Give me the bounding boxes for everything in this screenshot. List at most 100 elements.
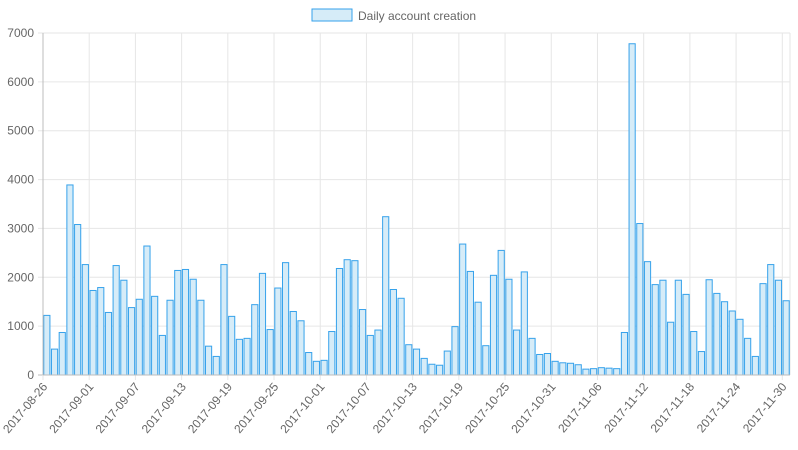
bar[interactable] xyxy=(682,293,690,376)
bar[interactable] xyxy=(728,310,736,376)
bar[interactable] xyxy=(343,259,351,376)
bar[interactable] xyxy=(58,331,66,376)
bar[interactable] xyxy=(382,216,390,376)
x-tick-label: 2017-09-13 xyxy=(139,380,189,436)
bar[interactable] xyxy=(89,289,97,376)
bar[interactable] xyxy=(81,264,89,376)
bar[interactable] xyxy=(505,278,513,376)
bar[interactable] xyxy=(66,184,74,376)
bar[interactable] xyxy=(536,353,544,376)
bar[interactable] xyxy=(204,345,213,376)
bar[interactable] xyxy=(428,363,436,376)
bar[interactable] xyxy=(605,367,613,376)
bar[interactable] xyxy=(174,269,182,376)
bar[interactable] xyxy=(50,348,59,376)
bar[interactable] xyxy=(251,304,259,376)
bar[interactable] xyxy=(143,245,151,376)
bar[interactable] xyxy=(636,223,644,376)
bar[interactable] xyxy=(597,367,605,376)
bar[interactable] xyxy=(282,262,290,376)
bar[interactable] xyxy=(228,315,236,376)
bar[interactable] xyxy=(713,292,721,376)
bar[interactable] xyxy=(305,352,313,376)
bar[interactable] xyxy=(258,272,267,376)
bar[interactable] xyxy=(289,310,297,376)
bar[interactable] xyxy=(551,360,559,376)
bar[interactable] xyxy=(628,43,636,376)
bar[interactable] xyxy=(235,338,243,376)
bar[interactable] xyxy=(335,267,344,376)
bar[interactable] xyxy=(690,331,698,376)
bar[interactable] xyxy=(520,271,528,376)
bar[interactable] xyxy=(590,368,598,376)
bar[interactable] xyxy=(405,344,413,376)
bar[interactable] xyxy=(667,321,675,376)
bar[interactable] xyxy=(243,337,251,376)
bar[interactable] xyxy=(744,337,752,376)
bar[interactable] xyxy=(420,357,428,376)
bar[interactable] xyxy=(43,314,51,376)
bar[interactable] xyxy=(112,265,120,376)
bar[interactable] xyxy=(451,326,459,376)
bar[interactable] xyxy=(474,301,482,376)
bar[interactable] xyxy=(374,329,382,376)
bar[interactable] xyxy=(459,243,467,376)
bar[interactable] xyxy=(774,279,783,376)
bar[interactable] xyxy=(566,362,575,376)
bar[interactable] xyxy=(158,334,166,376)
bar[interactable] xyxy=(705,279,713,376)
bar[interactable] xyxy=(574,364,582,376)
bar[interactable] xyxy=(351,260,359,376)
bar[interactable] xyxy=(513,329,521,376)
bar[interactable] xyxy=(366,334,374,376)
bar[interactable] xyxy=(212,355,220,376)
bar[interactable] xyxy=(720,301,729,376)
bar[interactable] xyxy=(166,299,174,376)
bar[interactable] xyxy=(543,353,552,376)
bar[interactable] xyxy=(104,311,113,376)
bar[interactable] xyxy=(528,337,536,376)
bar[interactable] xyxy=(320,359,328,376)
bar[interactable] xyxy=(466,270,474,376)
bar[interactable] xyxy=(135,298,143,376)
bar[interactable] xyxy=(120,279,128,376)
bar[interactable] xyxy=(197,299,205,376)
bar[interactable] xyxy=(389,289,397,376)
bar[interactable] xyxy=(697,351,706,376)
bar[interactable] xyxy=(297,320,305,376)
bar[interactable] xyxy=(559,362,567,376)
bar[interactable] xyxy=(497,249,505,376)
bar[interactable] xyxy=(266,329,274,376)
bar[interactable] xyxy=(127,307,136,376)
bar[interactable] xyxy=(643,261,652,376)
bar[interactable] xyxy=(436,364,444,376)
bar[interactable] xyxy=(613,368,621,376)
bar[interactable] xyxy=(312,360,320,376)
bar[interactable] xyxy=(489,274,498,376)
bar[interactable] xyxy=(151,295,159,376)
bar[interactable] xyxy=(482,345,490,376)
bar[interactable] xyxy=(443,350,451,376)
bar[interactable] xyxy=(674,279,682,376)
y-tick-label: 7000 xyxy=(7,26,34,40)
bar[interactable] xyxy=(582,368,590,376)
bar[interactable] xyxy=(397,297,405,376)
bar[interactable] xyxy=(97,287,105,376)
bar[interactable] xyxy=(759,283,767,376)
bar[interactable] xyxy=(782,300,790,376)
legend[interactable]: Daily account creation xyxy=(311,8,476,23)
bar[interactable] xyxy=(359,309,367,376)
bar[interactable] xyxy=(274,287,282,376)
bar[interactable] xyxy=(74,224,82,376)
bar[interactable] xyxy=(328,331,336,376)
bar[interactable] xyxy=(220,264,228,376)
bar[interactable] xyxy=(181,268,190,376)
bar[interactable] xyxy=(412,348,421,376)
bar[interactable] xyxy=(736,318,744,376)
bar[interactable] xyxy=(189,278,197,376)
bar[interactable] xyxy=(620,331,629,376)
bar[interactable] xyxy=(651,284,659,376)
bar[interactable] xyxy=(751,355,759,376)
bar[interactable] xyxy=(767,264,775,376)
bar[interactable] xyxy=(659,279,667,376)
